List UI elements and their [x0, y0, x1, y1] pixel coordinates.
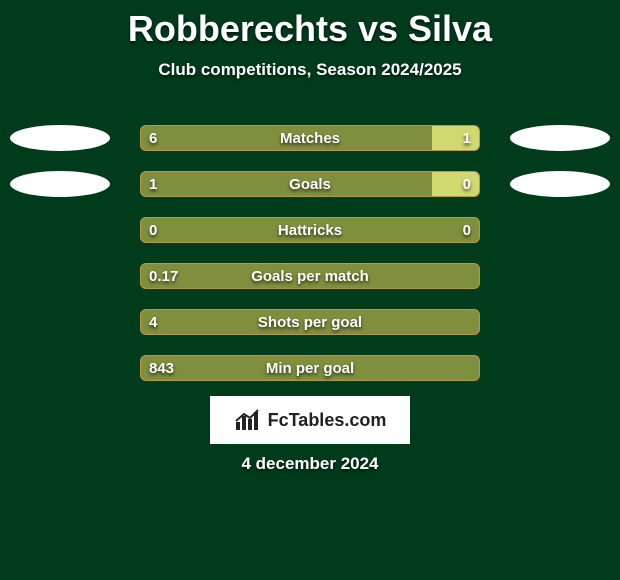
- stat-bar: 4Shots per goal: [140, 309, 480, 335]
- comparison-card: Robberechts vs Silva Club competitions, …: [0, 0, 620, 580]
- stat-row: 61Matches: [0, 125, 620, 153]
- stat-bar: 843Min per goal: [140, 355, 480, 381]
- stat-row: 4Shots per goal: [0, 309, 620, 337]
- stat-label: Goals per match: [141, 264, 479, 289]
- brand-text: FcTables.com: [268, 410, 387, 431]
- subtitle: Club competitions, Season 2024/2025: [0, 60, 620, 80]
- player-ellipse-left: [10, 171, 110, 197]
- stat-label: Matches: [141, 126, 479, 151]
- player-ellipse-right: [510, 171, 610, 197]
- brand-logo: FcTables.com: [210, 396, 410, 444]
- chart-icon: [234, 408, 262, 432]
- stat-row: 843Min per goal: [0, 355, 620, 383]
- stat-label: Shots per goal: [141, 310, 479, 335]
- stat-label: Goals: [141, 172, 479, 197]
- stat-row: 00Hattricks: [0, 217, 620, 245]
- player-ellipse-left: [10, 125, 110, 151]
- stat-row: 0.17Goals per match: [0, 263, 620, 291]
- stat-bar: 61Matches: [140, 125, 480, 151]
- page-title: Robberechts vs Silva: [0, 0, 620, 50]
- stat-label: Min per goal: [141, 356, 479, 381]
- stat-bar: 00Hattricks: [140, 217, 480, 243]
- stat-label: Hattricks: [141, 218, 479, 243]
- date-label: 4 december 2024: [0, 454, 620, 474]
- stat-rows: 61Matches 10Goals 00Hattricks 0.17Goals per…: [0, 125, 620, 401]
- stat-bar: 10Goals: [140, 171, 480, 197]
- player-ellipse-right: [510, 125, 610, 151]
- stat-bar: 0.17Goals per match: [140, 263, 480, 289]
- stat-row: 10Goals: [0, 171, 620, 199]
